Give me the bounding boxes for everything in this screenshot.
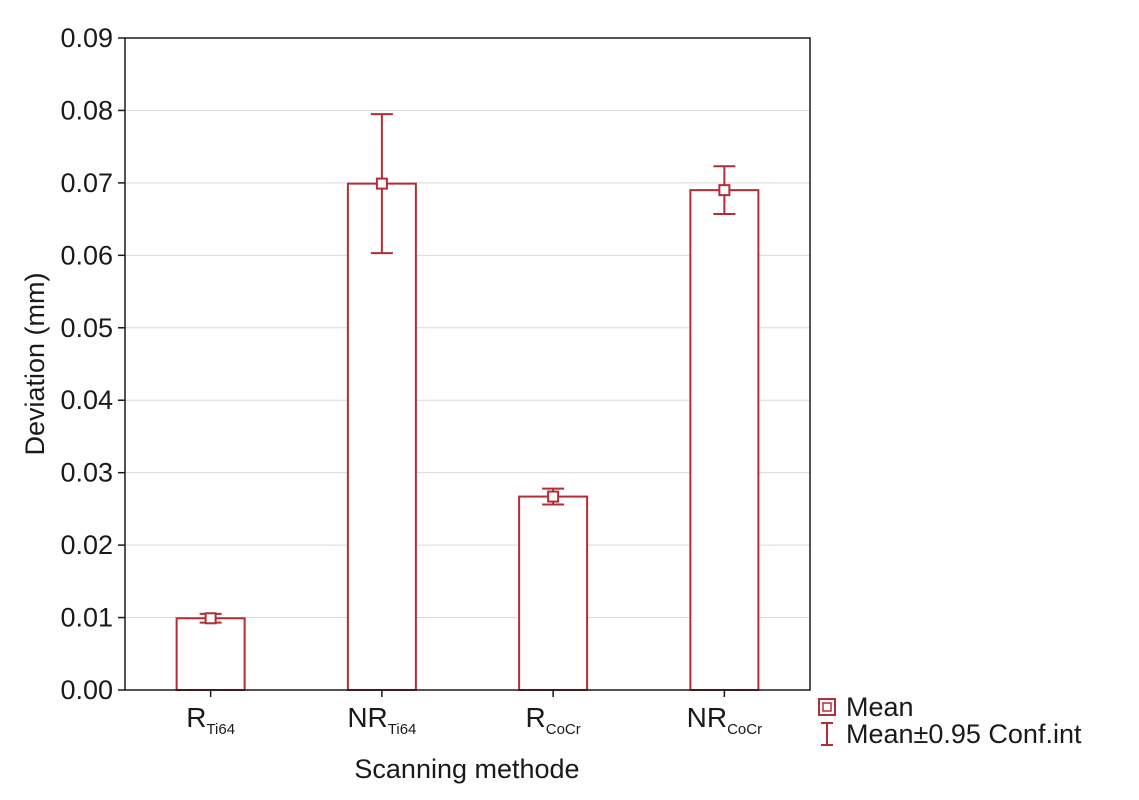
y-tick-label: 0.02 [60,530,113,560]
mean-marker [718,184,731,197]
mean-marker [204,612,217,625]
mean-marker [547,490,560,503]
y-tick-label: 0.08 [60,95,113,125]
bars [175,113,760,692]
legend-label-mean: Mean [846,692,914,722]
x-tick-label-subscript: Ti64 [388,721,417,738]
y-tick-label: 0.01 [60,603,113,633]
legend-label-ci: Mean±0.95 Conf.int [846,719,1082,749]
x-tick-label: RTi64 [186,702,235,738]
y-tick-label: 0.03 [60,458,113,488]
y-tick-label: 0.00 [60,675,113,705]
y-axis: 0.00 0.01 0.02 0.03 0.04 0.05 0.06 0.07 0.08 0.09 [60,23,125,705]
y-tick-label: 0.06 [60,240,113,270]
x-tick-label-main: R [526,702,546,733]
bar [689,189,760,691]
x-tick-label: RCoCr [526,702,581,738]
bar [346,182,417,691]
x-tick-label-main: NR [347,702,387,733]
x-axis: RTi64 NRTi64 RCoCr NRCoCr [186,690,762,738]
y-tick-label: 0.07 [60,168,113,198]
bar [175,617,246,692]
x-tick-label-subscript: Ti64 [206,721,235,738]
x-tick-label-subscript: CoCr [727,721,762,738]
plot-frame [124,37,811,691]
x-tick-label: NRCoCr [687,702,762,738]
x-tick-label-main: NR [687,702,727,733]
legend-mean-marker-inner [822,702,832,712]
y-tick-label: 0.05 [60,313,113,343]
x-tick-label-main: R [186,702,206,733]
mean-marker [375,177,388,190]
x-tick-label: NRTi64 [347,702,416,738]
y-tick-label: 0.04 [60,385,113,415]
x-tick-label-subscript: CoCr [546,721,581,738]
bar [518,495,589,691]
y-axis-title: Deviation (mm) [20,272,50,455]
x-axis-title: Scanning methode [354,754,579,784]
y-tick-label: 0.09 [60,23,113,53]
gridlines [125,109,810,619]
